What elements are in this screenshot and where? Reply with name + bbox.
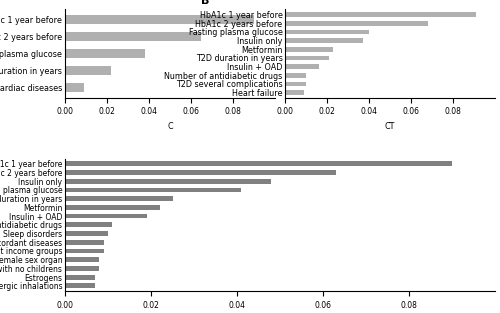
Bar (65, 257, 100, 262)
Text: B: B (202, 0, 209, 6)
Bar (65, 223, 112, 227)
Bar (65, 162, 452, 166)
Bar (285, 64, 319, 69)
Bar (285, 73, 306, 78)
Bar (65, 231, 108, 236)
Bar (285, 21, 428, 26)
Bar (65, 179, 272, 184)
Bar (65, 284, 95, 288)
Bar (285, 29, 369, 34)
Bar (65, 266, 100, 271)
Bar (65, 15, 254, 24)
Bar (65, 196, 172, 201)
Bar (65, 49, 144, 58)
Bar (285, 81, 306, 86)
Bar (65, 214, 146, 218)
Bar (285, 90, 304, 95)
Bar (285, 55, 330, 60)
X-axis label: CT: CT (385, 122, 396, 131)
Bar (285, 38, 363, 43)
Bar (65, 83, 84, 92)
Bar (65, 275, 95, 280)
Bar (65, 249, 104, 253)
Bar (65, 32, 202, 41)
Bar (65, 187, 242, 192)
Bar (285, 47, 334, 52)
Bar (285, 12, 476, 17)
Bar (65, 205, 160, 210)
Bar (65, 240, 104, 245)
X-axis label: C: C (167, 122, 172, 131)
Bar (65, 170, 336, 175)
Bar (65, 66, 111, 75)
